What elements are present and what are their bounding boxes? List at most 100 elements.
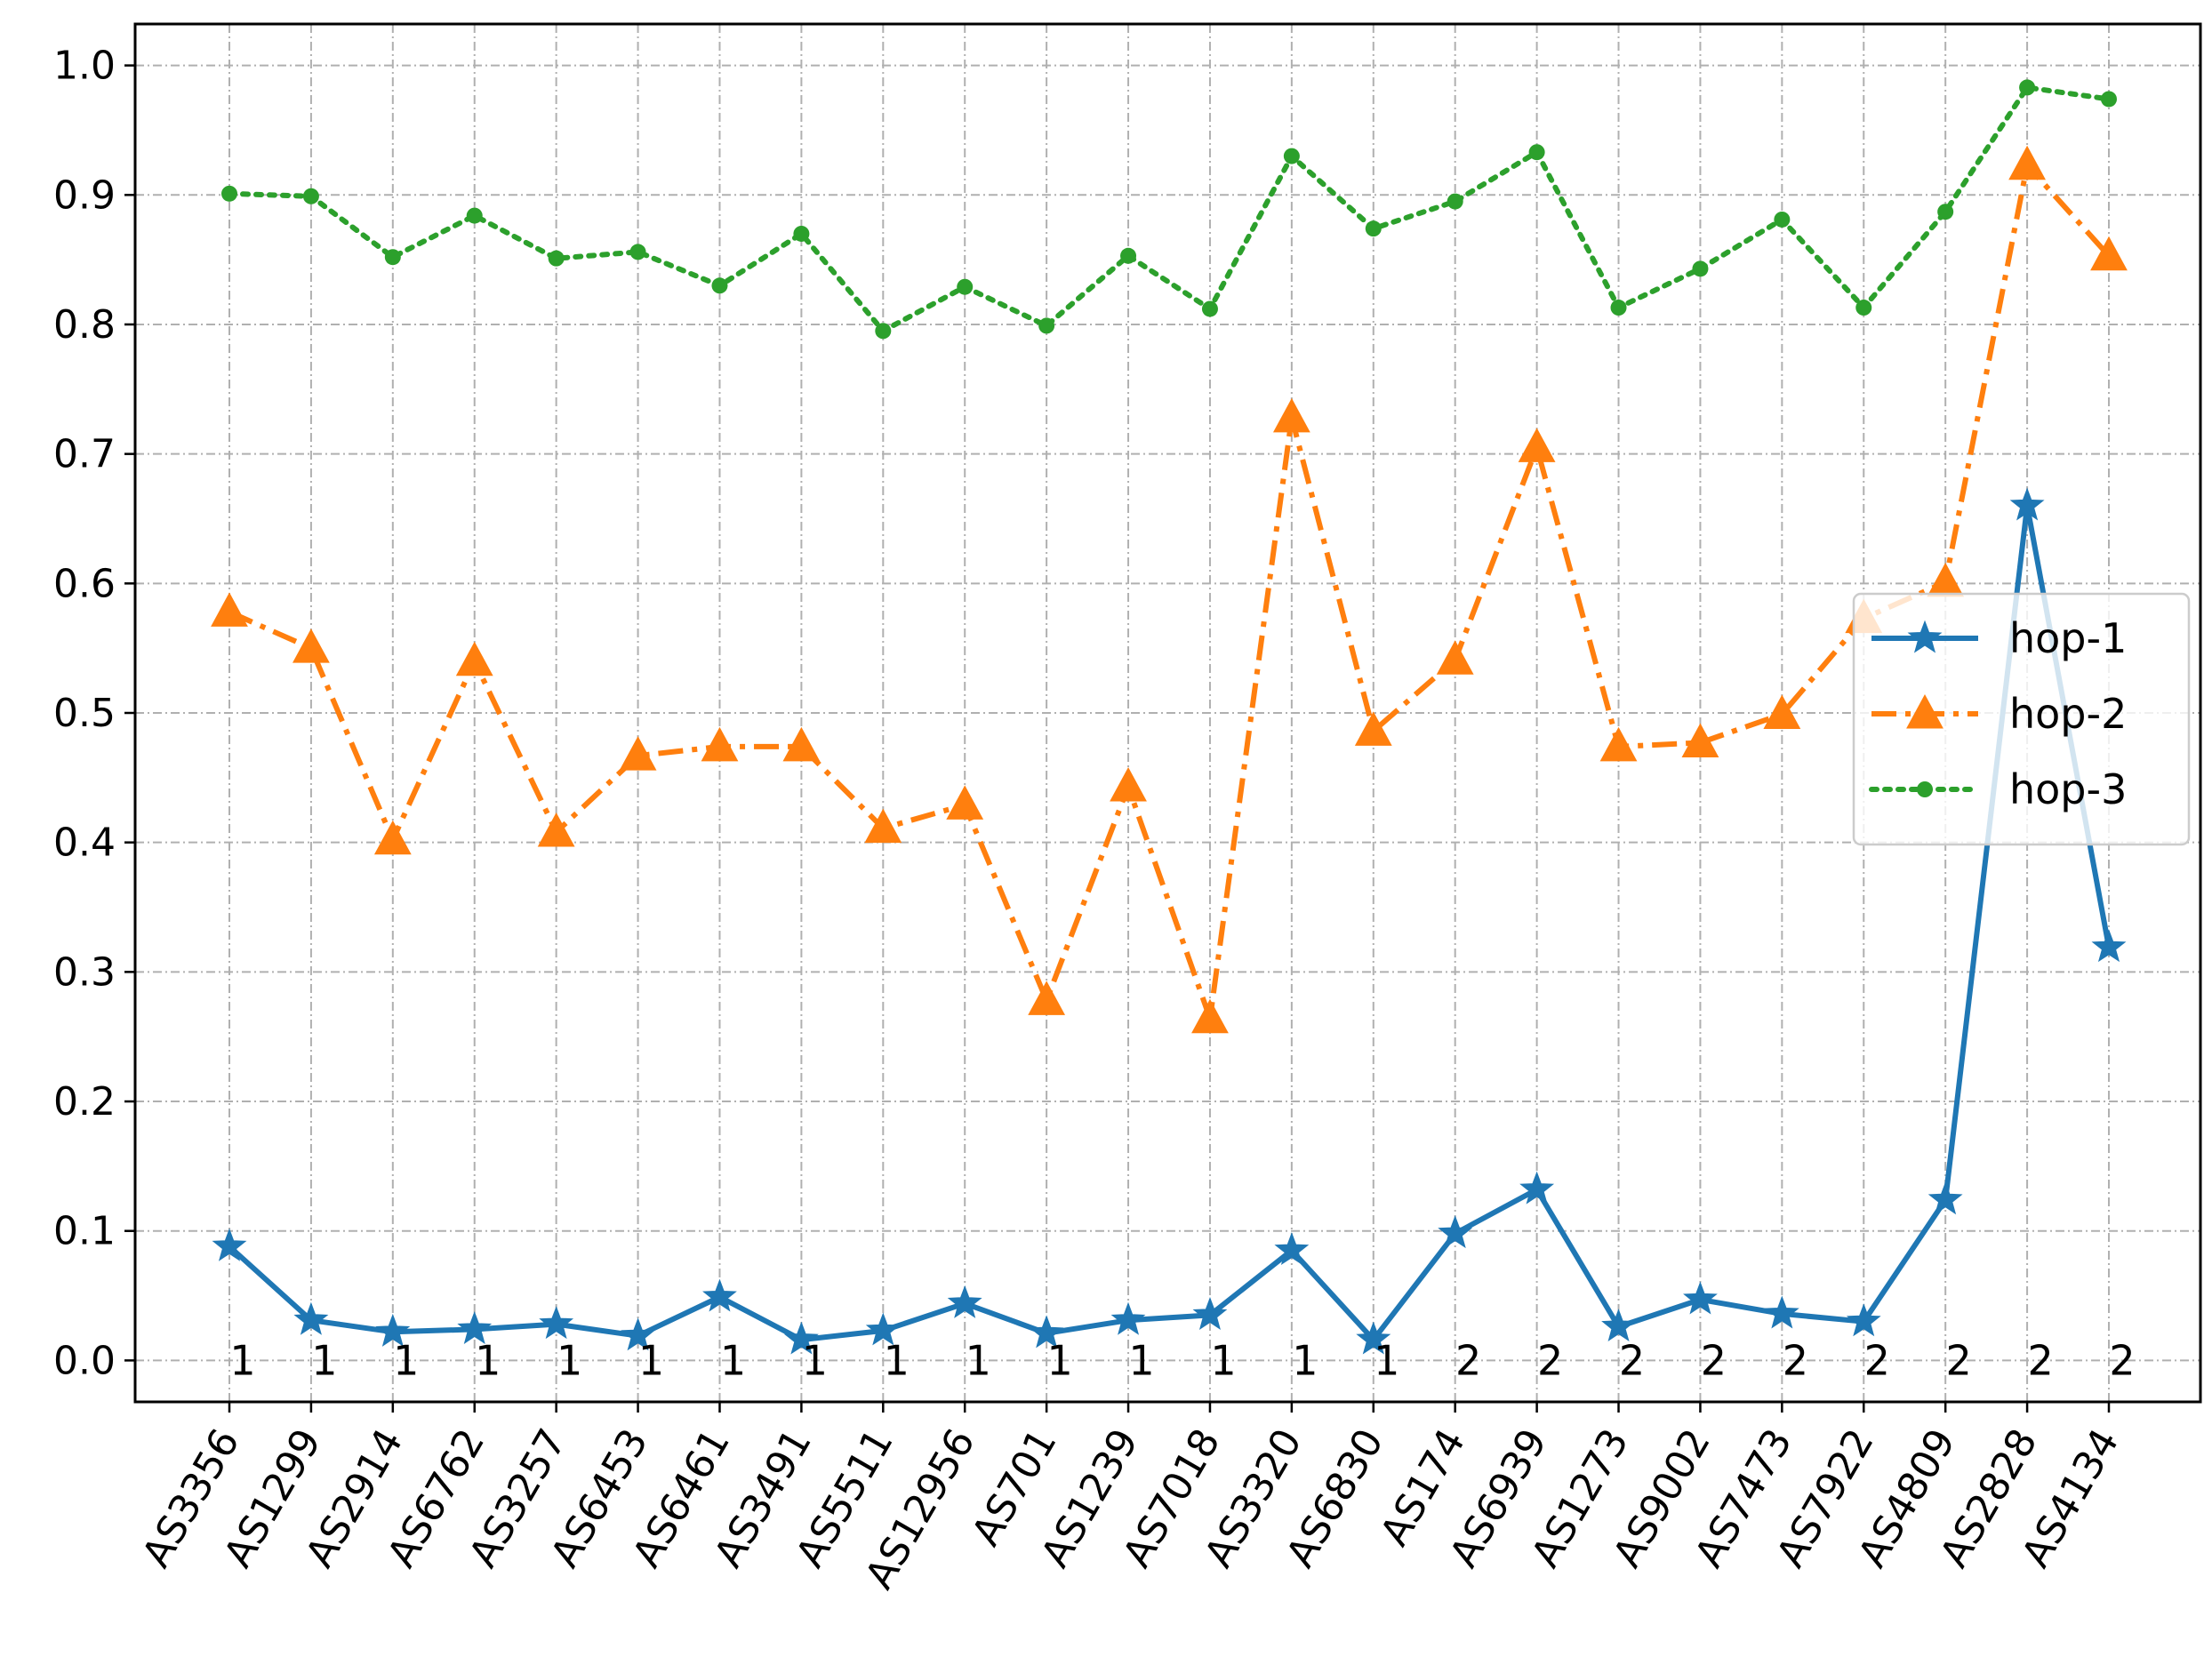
data-point bbox=[1846, 1303, 1881, 1337]
bottom-annotation-label: 2 bbox=[2109, 1336, 2135, 1384]
data-point bbox=[1692, 260, 1709, 277]
data-point bbox=[619, 736, 657, 771]
legend-label: hop-1 bbox=[2009, 614, 2127, 662]
data-point bbox=[701, 726, 739, 762]
data-point bbox=[548, 250, 565, 267]
data-point bbox=[1763, 694, 1801, 729]
data-point bbox=[1937, 204, 1954, 220]
data-point bbox=[782, 726, 821, 762]
data-point bbox=[793, 225, 810, 242]
legend-marker bbox=[1917, 781, 1933, 797]
data-point bbox=[783, 1321, 819, 1355]
series-line bbox=[228, 162, 2112, 1021]
bottom-annotation-label: 1 bbox=[884, 1336, 910, 1384]
y-tick-label: 1.0 bbox=[53, 44, 116, 89]
legend-entry: hop-2 bbox=[1871, 690, 2127, 738]
legend: hop-1 hop-2 hop-3 bbox=[1852, 592, 2191, 846]
bottom-annotation-label: 2 bbox=[1701, 1336, 1727, 1384]
data-point bbox=[711, 277, 728, 294]
legend-label: hop-2 bbox=[2009, 690, 2127, 738]
data-point bbox=[1029, 1315, 1064, 1349]
series-line bbox=[227, 84, 2112, 334]
data-point bbox=[1201, 300, 1218, 317]
legend-entry: hop-3 bbox=[1869, 765, 2127, 813]
series-layer bbox=[211, 79, 2128, 1355]
y-tick-label: 0.5 bbox=[53, 691, 116, 736]
bottom-annotation-label: 1 bbox=[475, 1336, 501, 1384]
series-hop-1 bbox=[212, 487, 2127, 1355]
bottom-annotation-label: 1 bbox=[966, 1336, 991, 1384]
bottom-annotation-label: 1 bbox=[557, 1336, 582, 1384]
y-tick-label: 0.3 bbox=[53, 949, 116, 995]
data-point bbox=[375, 1313, 411, 1347]
data-point bbox=[293, 628, 330, 663]
data-point bbox=[2019, 79, 2036, 96]
data-point bbox=[221, 185, 237, 202]
bottom-annotation-label: 1 bbox=[393, 1336, 419, 1384]
data-point bbox=[1681, 723, 1719, 758]
data-point bbox=[1683, 1281, 1718, 1315]
data-point bbox=[1274, 1232, 1310, 1266]
bottom-annotation-label: 2 bbox=[1864, 1336, 1890, 1384]
data-point bbox=[1191, 998, 1229, 1034]
data-point bbox=[1110, 767, 1147, 802]
legend-marker bbox=[1907, 620, 1943, 653]
data-point bbox=[1528, 144, 1545, 161]
data-point bbox=[1283, 148, 1300, 164]
legend-entry: hop-1 bbox=[1871, 614, 2127, 662]
data-point bbox=[1927, 1181, 1963, 1215]
legend-label: hop-3 bbox=[2009, 765, 2127, 813]
data-point bbox=[1272, 397, 1310, 433]
data-point bbox=[864, 808, 902, 844]
series-hop-3 bbox=[221, 79, 2117, 340]
data-point bbox=[621, 1317, 655, 1351]
data-point bbox=[293, 1301, 329, 1335]
data-point bbox=[455, 641, 493, 676]
data-point bbox=[1610, 300, 1627, 316]
data-point bbox=[211, 592, 248, 627]
bottom-annotation-label: 2 bbox=[1783, 1336, 1808, 1384]
data-point bbox=[1518, 428, 1556, 462]
data-point bbox=[1028, 981, 1066, 1015]
data-point bbox=[1192, 1296, 1228, 1330]
bottom-annotations: 1 1 1 1 1 1 1 1 1 1 1 1 1 1 1 2 2 2 2 2 2 2 2 2 bbox=[229, 1336, 2135, 1384]
series-line bbox=[227, 502, 2112, 1343]
data-point bbox=[1927, 562, 1965, 597]
data-point bbox=[629, 244, 646, 260]
data-point bbox=[1599, 726, 1638, 762]
bottom-annotation-label: 1 bbox=[1374, 1336, 1399, 1384]
data-point bbox=[1120, 247, 1137, 264]
bottom-annotation-label: 1 bbox=[1210, 1336, 1236, 1384]
data-point bbox=[539, 1306, 574, 1340]
y-axis: 0.0 0.1 0.2 0.3 0.4 0.5 0.6 0.7 0.8 0.9 1.0 bbox=[53, 44, 135, 1383]
bottom-annotation-label: 2 bbox=[1537, 1336, 1563, 1384]
data-point bbox=[212, 1228, 247, 1261]
data-point bbox=[1038, 317, 1055, 334]
bottom-annotation-label: 2 bbox=[1619, 1336, 1645, 1384]
bottom-annotation-label: 1 bbox=[638, 1336, 664, 1384]
data-point bbox=[1447, 193, 1463, 210]
data-point bbox=[1519, 1171, 1555, 1205]
data-point bbox=[946, 785, 984, 820]
data-point bbox=[384, 249, 401, 266]
bottom-annotation-label: 2 bbox=[1455, 1336, 1481, 1384]
y-tick-label: 0.7 bbox=[53, 432, 116, 477]
y-tick-label: 0.0 bbox=[53, 1338, 116, 1383]
y-tick-label: 0.1 bbox=[53, 1209, 116, 1254]
bottom-annotation-label: 1 bbox=[1046, 1336, 1072, 1384]
data-point bbox=[1436, 640, 1474, 675]
bottom-annotation-label: 2 bbox=[2027, 1336, 2053, 1384]
bottom-annotation-label: 2 bbox=[1946, 1336, 1972, 1384]
data-point bbox=[2008, 145, 2046, 180]
legend-box bbox=[1852, 592, 2191, 846]
data-point bbox=[302, 188, 319, 204]
data-point bbox=[1110, 1301, 1146, 1335]
bottom-annotation-label: 1 bbox=[1128, 1336, 1154, 1384]
bottom-annotation-label: 1 bbox=[229, 1336, 255, 1384]
y-tick-label: 0.2 bbox=[53, 1079, 116, 1125]
bottom-annotation-label: 1 bbox=[311, 1336, 337, 1384]
bottom-annotation-label: 1 bbox=[720, 1336, 746, 1384]
legend-marker bbox=[1906, 694, 1944, 729]
